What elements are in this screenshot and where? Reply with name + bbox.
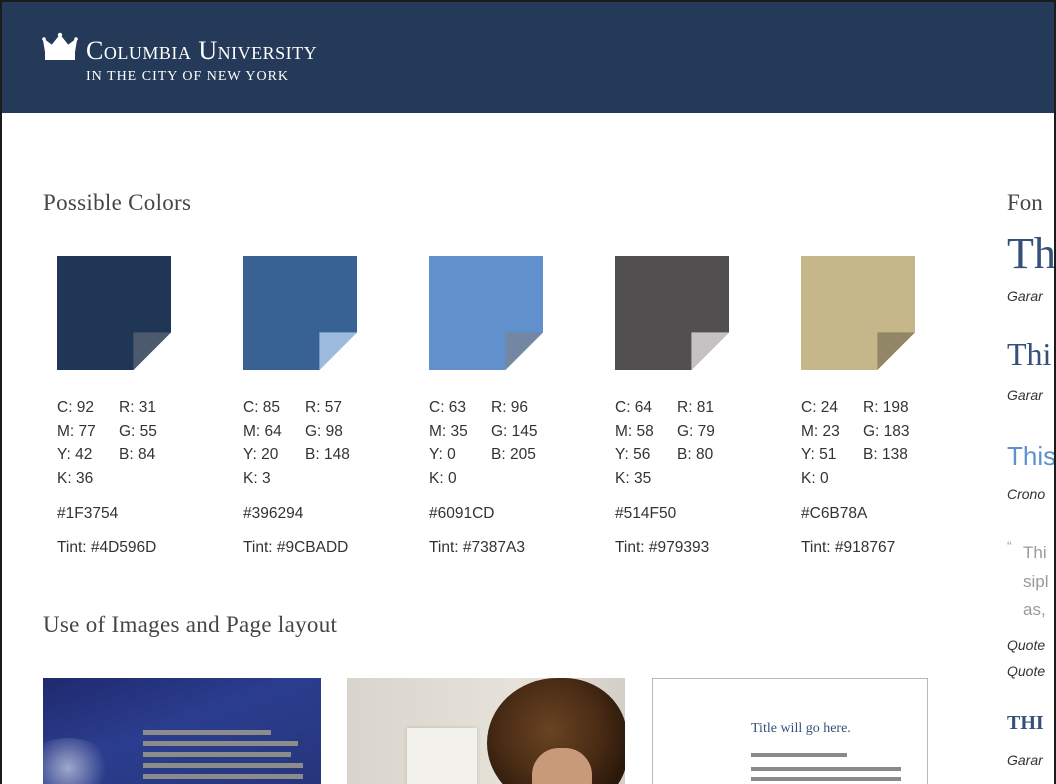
- color-swatch: C: 64 M: 58 Y: 56 K: 35 R: 81 G: 79 B: 80 #51…: [615, 256, 775, 556]
- quote-text-line: sipl: [1023, 572, 1049, 591]
- hex-value: #C6B78A: [801, 505, 868, 522]
- crown-icon: [42, 32, 78, 60]
- color-swatch: C: 85 M: 64 Y: 20 K: 3 R: 57 G: 98 B: 148 #39…: [243, 256, 403, 556]
- font-sample-caps: THI: [1007, 712, 1044, 734]
- font-sample-large: Th: [1007, 229, 1054, 278]
- tint-value: Tint: #979393: [615, 539, 710, 556]
- cmyk-values: C: 24 M: 23 Y: 51 K: 0: [801, 399, 840, 487]
- hex-value: #396294: [243, 505, 304, 522]
- hex-value: #1F3754: [57, 505, 119, 522]
- header-banner: Columbia University In the City of New Y…: [2, 2, 1054, 113]
- font-caption: Crono: [1007, 486, 1046, 502]
- cmyk-values: C: 64 M: 58 Y: 56 K: 35: [615, 399, 654, 487]
- rgb-values: R: 96 G: 145 B: 205: [491, 399, 538, 463]
- font-sample-medium: Thi: [1007, 336, 1052, 372]
- font-caption: Garar: [1007, 288, 1043, 304]
- brand-name: Columbia University: [86, 36, 318, 65]
- font-sample-light: This: [1007, 441, 1054, 471]
- quote-text-line: as,: [1023, 600, 1046, 619]
- fonts-heading: Fon: [1007, 190, 1043, 215]
- rgb-values: R: 57 G: 98 B: 148: [305, 399, 350, 463]
- cmyk-values: C: 92 M: 77 Y: 42 K: 36: [57, 399, 96, 487]
- rgb-values: R: 198 G: 183 B: 138: [863, 399, 910, 463]
- color-chip: [243, 256, 357, 370]
- quote-mark: “: [1007, 538, 1012, 554]
- tint-value: Tint: #4D596D: [57, 539, 157, 556]
- rgb-values: R: 81 G: 79 B: 80: [677, 399, 715, 463]
- layout-sample-title: Title will go here.: [751, 721, 851, 736]
- font-caption: Quote: [1007, 663, 1046, 679]
- font-caption: Garar: [1007, 387, 1043, 403]
- tint-value: Tint: #9CBADD: [243, 539, 349, 556]
- possible-colors-title: Possible Colors: [43, 190, 192, 215]
- color-chip: [615, 256, 729, 370]
- quote-text-line: Thi: [1023, 543, 1047, 562]
- brand-subtitle: In the City of New York: [86, 69, 290, 84]
- color-swatch: C: 24 M: 23 Y: 51 K: 0 R: 198 G: 183 B: 138 #…: [801, 256, 961, 556]
- font-caption: Quote: [1007, 637, 1046, 653]
- color-swatch: C: 63 M: 35 Y: 0 K: 0 R: 96 G: 145 B: 205 #60…: [429, 256, 589, 556]
- images-layout-title: Use of Images and Page layout: [43, 612, 338, 637]
- font-caption: Garar: [1007, 752, 1043, 768]
- color-chip: [801, 256, 915, 370]
- sample-image-night-sky: [43, 678, 321, 784]
- cmyk-values: C: 63 M: 35 Y: 0 K: 0: [429, 399, 468, 487]
- cmyk-values: C: 85 M: 64 Y: 20 K: 3: [243, 399, 282, 487]
- tint-value: Tint: #7387A3: [429, 539, 525, 556]
- hex-value: #514F50: [615, 505, 677, 522]
- tint-value: Tint: #918767: [801, 539, 896, 556]
- sample-image-portrait: [347, 678, 625, 784]
- hex-value: #6091CD: [429, 505, 495, 522]
- color-chip: [429, 256, 543, 370]
- color-chip: [57, 256, 171, 370]
- sample-page-layout: Title will go here.: [652, 678, 928, 784]
- rgb-values: R: 31 G: 55 B: 84: [119, 399, 157, 463]
- color-swatch: C: 92 M: 77 Y: 42 K: 36 R: 31 G: 55 B: 84 #1F…: [57, 256, 217, 556]
